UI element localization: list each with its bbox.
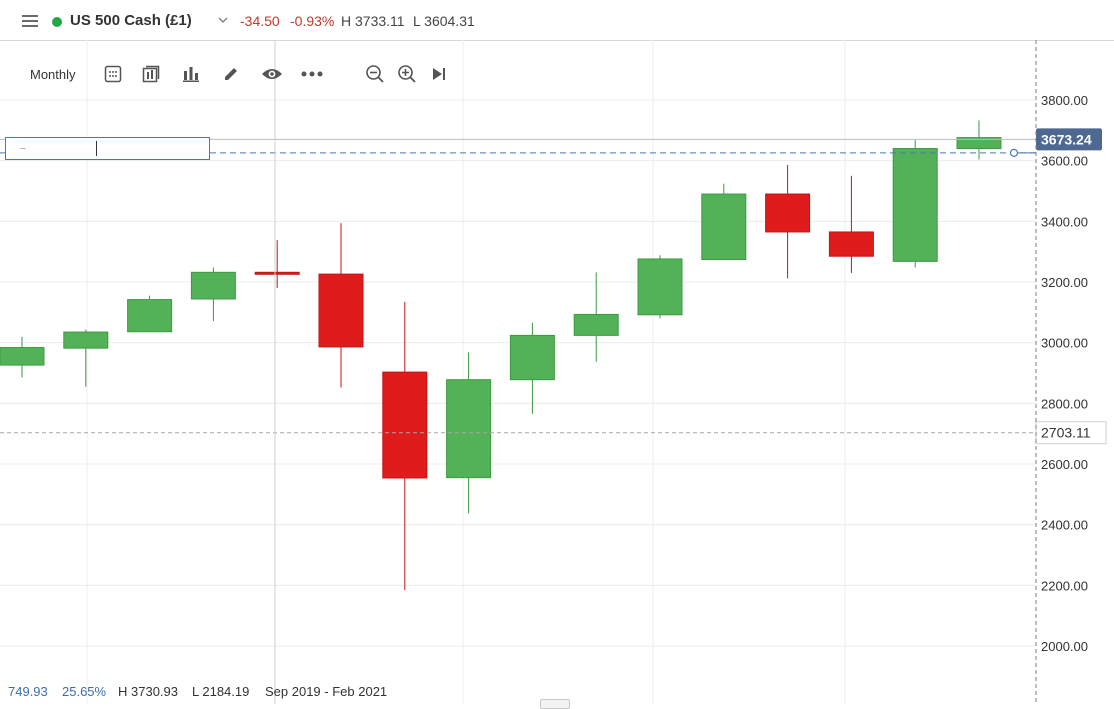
candle-body bbox=[701, 193, 747, 261]
candle-body bbox=[63, 331, 109, 349]
more-icon[interactable] bbox=[300, 58, 324, 90]
price-change-percent: -0.93% bbox=[290, 13, 335, 29]
y-tick-label: 2200.00 bbox=[1041, 578, 1088, 593]
y-tick-label: 3400.00 bbox=[1041, 214, 1088, 229]
candlestick-chart[interactable]: 2000.00 2200.00 2400.00 2600.00 2800.00 3000.… bbox=[0, 40, 1114, 704]
y-tick-label: 3000.00 bbox=[1041, 336, 1088, 351]
candle-body bbox=[127, 299, 173, 333]
candle-body bbox=[382, 371, 428, 479]
candle-body bbox=[190, 271, 236, 300]
chevron-down-icon[interactable] bbox=[218, 14, 228, 28]
candle-body bbox=[956, 137, 1002, 150]
candles-icon[interactable] bbox=[140, 58, 162, 90]
y-tick-label: 3200.00 bbox=[1041, 275, 1088, 290]
interval-icon[interactable] bbox=[102, 58, 124, 90]
candle-body bbox=[765, 193, 811, 233]
visibility-icon[interactable] bbox=[260, 58, 284, 90]
footer-percent: 25.65% bbox=[62, 684, 107, 699]
candle-body bbox=[892, 148, 938, 262]
y-tick-label: 3800.00 bbox=[1041, 93, 1088, 108]
draw-icon[interactable] bbox=[220, 58, 242, 90]
period-selector[interactable]: Monthly bbox=[30, 66, 76, 82]
crosshair-price-label: 2703.11 bbox=[1041, 425, 1091, 441]
footer-value: 749.93 bbox=[8, 684, 48, 699]
price-change: -34.50 bbox=[240, 13, 280, 29]
session-high: H 3733.11 bbox=[341, 13, 405, 29]
menu-icon[interactable] bbox=[22, 15, 38, 27]
jump-end-icon[interactable] bbox=[428, 58, 450, 90]
footer-high: H 3730.93 bbox=[118, 684, 178, 699]
y-tick-label: 2400.00 bbox=[1041, 518, 1088, 533]
candle-body bbox=[446, 379, 492, 479]
market-open-indicator bbox=[52, 17, 62, 27]
current-price-label-bg bbox=[1036, 128, 1102, 151]
y-tick-label: 3600.00 bbox=[1041, 154, 1088, 169]
candle-body bbox=[0, 347, 45, 366]
current-price-marker bbox=[1009, 148, 1019, 157]
candle-body bbox=[637, 258, 683, 316]
candle-body bbox=[254, 271, 300, 275]
session-low: L 3604.31 bbox=[413, 13, 475, 29]
zoom-in-icon[interactable] bbox=[396, 58, 418, 90]
candle-body bbox=[318, 273, 364, 348]
indicators-icon[interactable] bbox=[180, 58, 202, 90]
y-tick-label: 2000.00 bbox=[1041, 639, 1088, 654]
footer-low: L 2184.19 bbox=[192, 684, 250, 699]
candle-body bbox=[573, 313, 619, 336]
price-input-field[interactable] bbox=[5, 137, 210, 160]
current-price-label: 3673.24 bbox=[1041, 131, 1092, 147]
candle-body bbox=[509, 334, 555, 381]
zoom-out-icon[interactable] bbox=[364, 58, 386, 90]
y-tick-label: 2600.00 bbox=[1041, 457, 1088, 472]
scroll-handle[interactable] bbox=[540, 699, 570, 709]
y-tick-label: 2800.00 bbox=[1041, 396, 1088, 411]
instrument-name[interactable]: US 500 Cash (£1) bbox=[70, 12, 192, 29]
candle-body bbox=[828, 231, 874, 257]
footer-date-range: Sep 2019 - Feb 2021 bbox=[265, 684, 388, 699]
instrument-header: US 500 Cash (£1) -34.50 -0.93% H 3733.11… bbox=[0, 0, 1114, 41]
